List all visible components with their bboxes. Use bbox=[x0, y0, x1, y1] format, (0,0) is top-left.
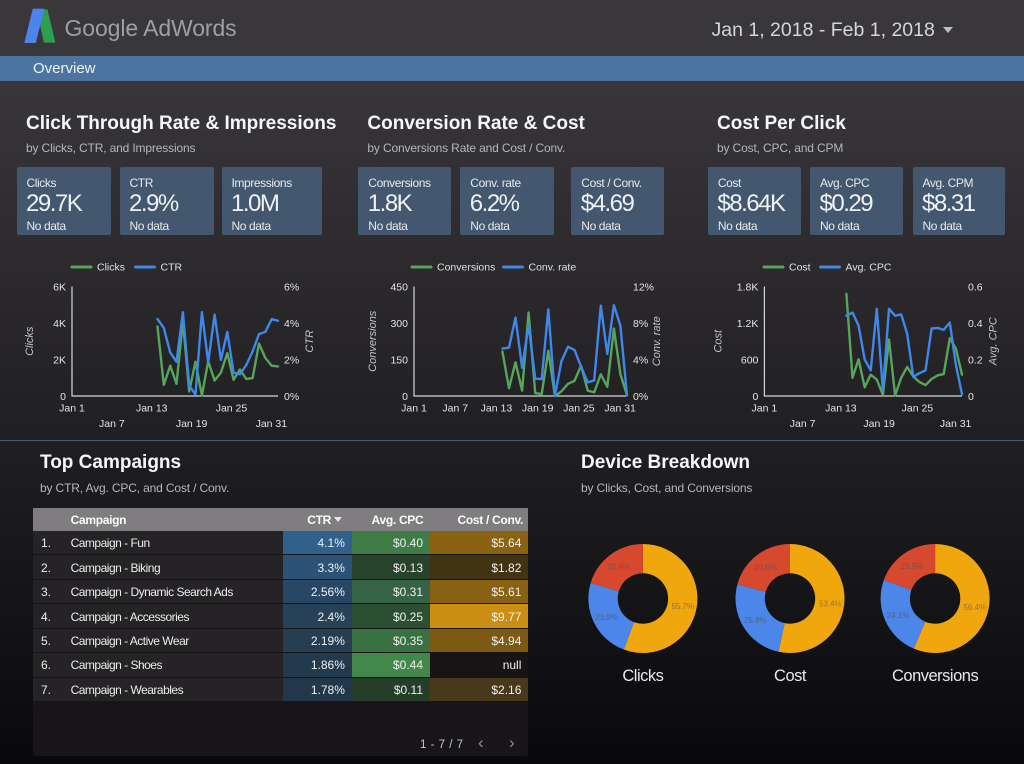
svg-text:Jan 13: Jan 13 bbox=[825, 403, 857, 415]
svg-text:4%: 4% bbox=[633, 355, 648, 367]
svg-text:Jan 1: Jan 1 bbox=[59, 403, 85, 415]
svg-text:0.4: 0.4 bbox=[968, 318, 983, 330]
svg-text:2K: 2K bbox=[53, 355, 66, 367]
svg-text:0%: 0% bbox=[284, 391, 299, 403]
svg-text:Jan 7: Jan 7 bbox=[99, 418, 125, 430]
svg-text:300: 300 bbox=[390, 318, 408, 330]
svg-text:8%: 8% bbox=[633, 318, 648, 330]
svg-text:Conv. rate: Conv. rate bbox=[529, 262, 577, 274]
svg-text:53.4%: 53.4% bbox=[819, 599, 842, 608]
svg-text:Jan 13: Jan 13 bbox=[481, 403, 513, 415]
svg-text:23.9%: 23.9% bbox=[595, 613, 618, 622]
svg-text:Jan 1: Jan 1 bbox=[401, 403, 427, 415]
svg-text:CTR: CTR bbox=[304, 330, 316, 353]
svg-text:0: 0 bbox=[60, 391, 66, 403]
svg-text:Jan 31: Jan 31 bbox=[604, 403, 636, 415]
svg-text:Cost: Cost bbox=[789, 262, 811, 274]
svg-text:Conversions: Conversions bbox=[437, 262, 495, 274]
svg-text:Conv. rate: Conv. rate bbox=[651, 316, 663, 366]
svg-text:Jan 13: Jan 13 bbox=[136, 403, 168, 415]
svg-text:1.2K: 1.2K bbox=[737, 318, 759, 330]
svg-text:12%: 12% bbox=[633, 282, 654, 294]
svg-text:Jan 25: Jan 25 bbox=[216, 403, 248, 415]
svg-text:0: 0 bbox=[968, 391, 974, 403]
svg-text:55.7%: 55.7% bbox=[671, 602, 694, 611]
svg-text:20.8%: 20.8% bbox=[754, 563, 777, 572]
svg-text:600: 600 bbox=[741, 355, 759, 367]
svg-text:Jan 25: Jan 25 bbox=[563, 403, 595, 415]
svg-text:150: 150 bbox=[390, 355, 408, 367]
svg-text:1.8K: 1.8K bbox=[737, 282, 759, 294]
svg-text:19.5%: 19.5% bbox=[900, 562, 923, 571]
svg-text:Clicks: Clicks bbox=[622, 667, 663, 685]
svg-text:0.2: 0.2 bbox=[968, 355, 983, 367]
svg-text:Jan 31: Jan 31 bbox=[256, 418, 288, 430]
svg-text:0: 0 bbox=[753, 391, 759, 403]
svg-text:Jan 25: Jan 25 bbox=[902, 403, 934, 415]
svg-text:Jan 7: Jan 7 bbox=[442, 403, 468, 415]
svg-text:Conversions: Conversions bbox=[892, 667, 978, 685]
svg-text:4K: 4K bbox=[53, 318, 66, 330]
svg-text:CTR: CTR bbox=[161, 262, 183, 274]
svg-text:20.4%: 20.4% bbox=[607, 563, 630, 572]
svg-text:6K: 6K bbox=[53, 282, 66, 294]
svg-text:Cost: Cost bbox=[774, 667, 807, 685]
svg-text:24.1%: 24.1% bbox=[887, 611, 910, 620]
svg-text:Avg. CPC: Avg. CPC bbox=[988, 317, 1000, 366]
svg-text:Avg. CPC: Avg. CPC bbox=[846, 262, 892, 274]
svg-text:Jan 1: Jan 1 bbox=[752, 403, 778, 415]
svg-text:4%: 4% bbox=[284, 318, 299, 330]
svg-text:Jan 31: Jan 31 bbox=[940, 418, 972, 430]
svg-text:0%: 0% bbox=[633, 391, 648, 403]
svg-text:Conversions: Conversions bbox=[367, 310, 379, 372]
svg-text:0: 0 bbox=[402, 391, 408, 403]
svg-text:Jan 7: Jan 7 bbox=[790, 418, 816, 430]
svg-text:25.8%: 25.8% bbox=[744, 616, 767, 625]
svg-text:Jan 19: Jan 19 bbox=[863, 418, 895, 430]
svg-text:56.4%: 56.4% bbox=[963, 603, 986, 612]
svg-text:Jan 19: Jan 19 bbox=[176, 418, 208, 430]
svg-text:Jan 19: Jan 19 bbox=[522, 403, 554, 415]
svg-text:Clicks: Clicks bbox=[24, 326, 36, 356]
svg-text:450: 450 bbox=[390, 282, 408, 294]
svg-text:6%: 6% bbox=[284, 282, 299, 294]
svg-text:Cost: Cost bbox=[713, 329, 725, 353]
svg-text:Clicks: Clicks bbox=[97, 262, 125, 274]
svg-text:0.6: 0.6 bbox=[968, 282, 983, 294]
svg-text:2%: 2% bbox=[284, 355, 299, 367]
